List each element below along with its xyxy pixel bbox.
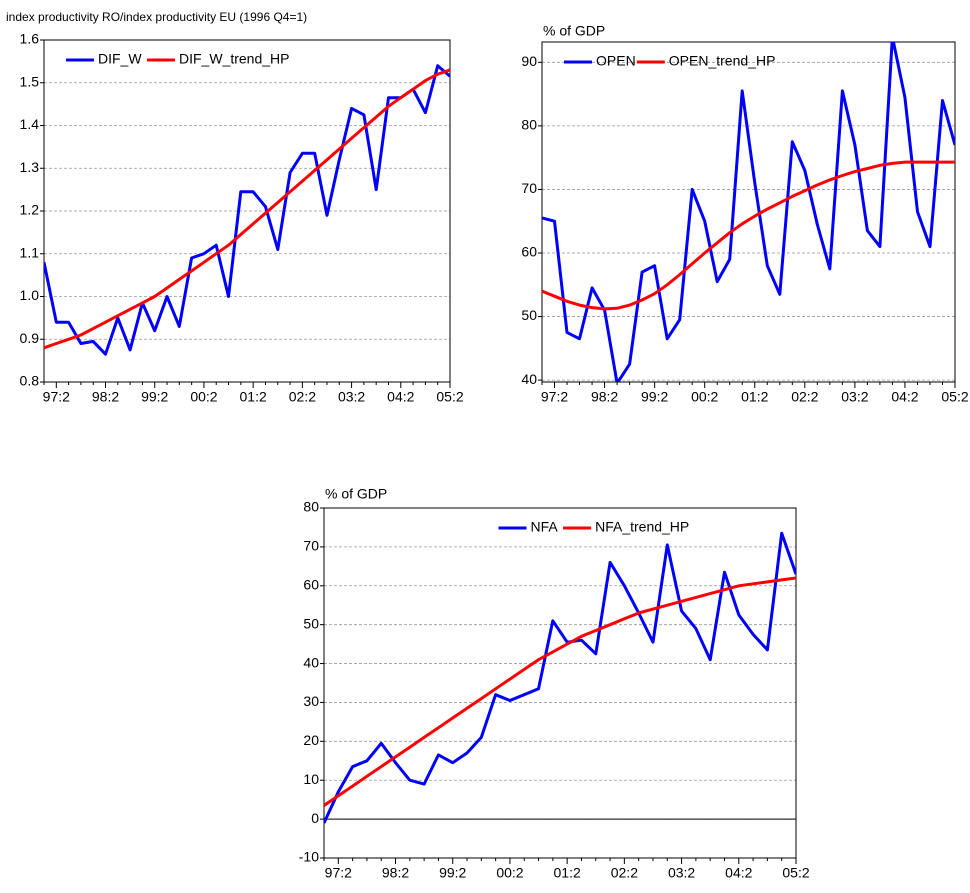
x-tick-label: 97:2 — [325, 865, 352, 881]
x-tick-label: 99:2 — [641, 389, 668, 405]
legend-label: OPEN — [596, 53, 636, 69]
y-tick-label: 70 — [303, 538, 319, 554]
legend-label: DIF_W — [98, 51, 142, 67]
x-tick-label: 98:2 — [92, 389, 119, 405]
y-tick-label: 1.3 — [20, 159, 40, 175]
plot-frame — [323, 507, 797, 859]
y-tick-label: 30 — [303, 693, 319, 709]
y-tick-label: 0.8 — [20, 373, 40, 389]
y-axis-label: % of GDP — [325, 486, 387, 502]
y-tick-label: 1.1 — [20, 244, 40, 260]
y-tick-label: 1.6 — [20, 31, 40, 47]
y-tick-label: 50 — [303, 615, 319, 631]
plot-frame — [541, 41, 956, 383]
x-tick-label: 00:2 — [190, 389, 217, 405]
chart: % of GDP 40 50 60 70 80 90 97:2 98:2 99:2 00:2 01:2… — [521, 23, 968, 405]
x-tick-label: 05:2 — [941, 389, 968, 405]
x-tick-label: 01:2 — [240, 389, 267, 405]
series-line — [542, 42, 955, 382]
x-tick-label: 04:2 — [725, 865, 752, 881]
chart: index productivity RO/index productivity… — [6, 10, 464, 405]
y-tick-label: 1.2 — [20, 202, 40, 218]
chart-title: index productivity RO/index productivity… — [6, 10, 307, 24]
y-tick-label: 60 — [521, 244, 537, 260]
series-line — [324, 531, 796, 824]
x-tick-label: 02:2 — [791, 389, 818, 405]
plot-frame — [43, 39, 451, 383]
x-tick-label: 00:2 — [691, 389, 718, 405]
x-tick-label: 00:2 — [496, 865, 523, 881]
x-tick-label: 02:2 — [611, 865, 638, 881]
y-tick-label: 1.5 — [20, 73, 40, 89]
legend-label: NFA_trend_HP — [595, 519, 689, 535]
x-tick-label: 03:2 — [841, 389, 868, 405]
legend-label: DIF_W_trend_HP — [179, 51, 289, 67]
y-tick-label: -10 — [299, 849, 319, 865]
legend-label: OPEN_trend_HP — [669, 53, 776, 69]
chart: % of GDP -10 0 10 20 30 40 50 60 70 80 97:2 98:2 99:2… — [299, 486, 810, 881]
x-tick-label: 01:2 — [741, 389, 768, 405]
y-tick-label: 40 — [521, 371, 537, 387]
x-tick-label: 99:2 — [141, 389, 168, 405]
x-tick-label: 05:2 — [436, 389, 463, 405]
series-line — [324, 576, 796, 807]
y-tick-label: 50 — [521, 307, 537, 323]
y-tick-label: 60 — [303, 576, 319, 592]
y-tick-label: 80 — [303, 499, 319, 515]
x-tick-label: 05:2 — [782, 865, 809, 881]
x-tick-label: 03:2 — [668, 865, 695, 881]
y-tick-label: 10 — [303, 771, 319, 787]
series-line — [44, 68, 450, 350]
x-tick-label: 99:2 — [439, 865, 466, 881]
x-tick-label: 04:2 — [891, 389, 918, 405]
y-tick-label: 0 — [311, 810, 319, 826]
series-line — [44, 64, 450, 356]
y-tick-label: 70 — [521, 180, 537, 196]
x-tick-label: 98:2 — [591, 389, 618, 405]
x-tick-label: 03:2 — [338, 389, 365, 405]
x-tick-label: 04:2 — [387, 389, 414, 405]
x-tick-label: 02:2 — [289, 389, 316, 405]
x-tick-label: 97:2 — [43, 389, 70, 405]
x-tick-label: 01:2 — [554, 865, 581, 881]
y-tick-label: 40 — [303, 654, 319, 670]
y-tick-label: 0.9 — [20, 330, 40, 346]
series-line — [542, 160, 955, 311]
y-tick-label: 1.4 — [20, 116, 40, 132]
x-tick-label: 97:2 — [541, 389, 568, 405]
y-tick-label: 1.0 — [20, 287, 40, 303]
y-tick-label: 90 — [521, 53, 537, 69]
y-tick-label: 20 — [303, 732, 319, 748]
x-tick-label: 98:2 — [382, 865, 409, 881]
legend-label: NFA — [531, 519, 559, 535]
y-tick-label: 80 — [521, 117, 537, 133]
y-axis-label: % of GDP — [543, 23, 605, 39]
